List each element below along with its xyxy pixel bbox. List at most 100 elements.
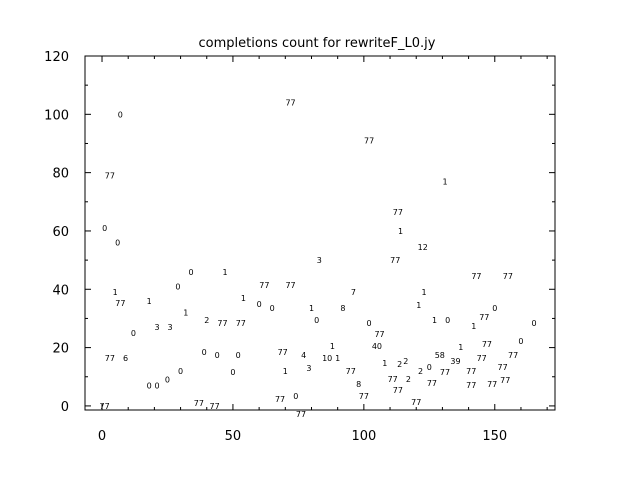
data-point-label: 77	[482, 340, 492, 349]
data-point-label: 0	[165, 376, 170, 385]
data-point-label: 0	[445, 316, 450, 325]
data-point-label: 1	[283, 367, 288, 376]
data-point-label: 77	[105, 354, 115, 363]
data-point-label: 77	[296, 410, 306, 419]
data-point-label: 3	[154, 323, 159, 332]
data-point-label: 39	[450, 357, 460, 366]
data-point-label: 3	[306, 364, 311, 373]
data-point-label: 77	[393, 386, 403, 395]
data-point-label: 77	[100, 402, 110, 411]
data-point-label: 1	[382, 359, 387, 368]
data-point-label: 8	[340, 304, 345, 313]
data-point-label: 77	[259, 281, 269, 290]
chart-title: completions count for rewriteF_L0.jy	[199, 36, 436, 51]
data-point-label: 77	[105, 172, 115, 181]
data-point-label: 77	[503, 272, 513, 281]
data-point-label: 2	[204, 316, 209, 325]
data-point-label: 77	[498, 363, 508, 372]
data-point-label: 0	[427, 363, 432, 372]
data-point-label: 0	[367, 319, 372, 328]
data-point-label: 1	[183, 309, 188, 318]
data-point-label: 2	[403, 357, 408, 366]
plot-frame	[84, 55, 556, 411]
data-point-label: 1	[309, 304, 314, 313]
y-tick-label: 20	[52, 342, 69, 357]
y-tick-label: 40	[52, 283, 69, 298]
data-point-label: 1	[422, 288, 427, 297]
data-point-label: 0	[270, 304, 275, 313]
data-point-label: 77	[411, 398, 421, 407]
data-point-label: 1	[398, 227, 403, 236]
data-point-label: 0	[188, 268, 193, 277]
data-point-label: 1	[471, 322, 476, 331]
data-point-label: 6	[123, 354, 128, 363]
y-tick-label: 0	[61, 400, 69, 415]
data-point-label: 8	[356, 380, 361, 389]
data-point-label: 0	[102, 224, 107, 233]
data-point-label: 0	[257, 300, 262, 309]
data-point-label: 77	[390, 256, 400, 265]
data-point-label: 2	[406, 375, 411, 384]
data-point-label: 0	[532, 319, 537, 328]
data-point-label: 1	[223, 268, 228, 277]
data-point-label: 0	[154, 382, 159, 391]
y-tick-label: 120	[44, 50, 69, 65]
data-point-label: 0	[492, 304, 497, 313]
data-point-label: 77	[479, 313, 489, 322]
data-point-label: 0	[215, 351, 220, 360]
y-tick-label: 80	[52, 167, 69, 182]
data-point-label: 2	[418, 367, 423, 376]
data-point-label: 2	[397, 360, 402, 369]
data-point-label: 3	[317, 256, 322, 265]
data-point-label: 0	[518, 337, 523, 346]
data-point-label: 77	[477, 354, 487, 363]
data-point-label: 77	[388, 375, 398, 384]
data-point-label: 77	[466, 381, 476, 390]
data-point-label: 77	[500, 376, 510, 385]
data-point-label: 4	[301, 351, 306, 360]
data-point-label: 1	[458, 343, 463, 352]
data-point-label: 77	[364, 137, 374, 146]
data-point-label: 77	[285, 281, 295, 290]
data-point-label: 0	[293, 392, 298, 401]
data-point-label: 1	[241, 294, 246, 303]
data-point-label: 77	[217, 319, 227, 328]
data-point-label: 77	[285, 99, 295, 108]
data-point-label: 1	[335, 354, 340, 363]
data-point-label: 0	[147, 382, 152, 391]
data-point-label: 1	[442, 177, 447, 186]
data-point-label: 1	[432, 316, 437, 325]
data-point-label: 77	[508, 351, 518, 360]
data-point-label: 77	[471, 272, 481, 281]
data-point-label: 77	[374, 330, 384, 339]
y-tick-label: 60	[52, 225, 69, 240]
data-point-label: 0	[115, 239, 120, 248]
data-point-label: 0	[131, 329, 136, 338]
x-tick-label: 150	[482, 429, 507, 444]
data-point-label: 7	[351, 288, 356, 297]
data-point-label: 12	[418, 243, 428, 252]
data-point-label: 77	[346, 367, 356, 376]
data-point-label: 77	[359, 392, 369, 401]
data-point-label: 77	[466, 367, 476, 376]
data-point-label: 1	[416, 301, 421, 310]
data-point-label: 10	[322, 354, 332, 363]
x-tick-label: 50	[225, 429, 242, 444]
data-point-label: 0	[230, 368, 235, 377]
data-point-label: 0	[175, 282, 180, 291]
data-point-label: 3	[168, 323, 173, 332]
data-point-label: 77	[487, 380, 497, 389]
data-point-label: 1	[147, 297, 152, 306]
data-point-label: 1	[113, 288, 118, 297]
data-point-label: 77	[210, 402, 220, 411]
data-point-label: 0	[236, 351, 241, 360]
data-point-label: 0	[178, 367, 183, 376]
data-point-label: 77	[278, 348, 288, 357]
data-point-label: 77	[115, 299, 125, 308]
x-tick-label: 100	[351, 429, 376, 444]
data-point-label: 58	[435, 351, 445, 360]
